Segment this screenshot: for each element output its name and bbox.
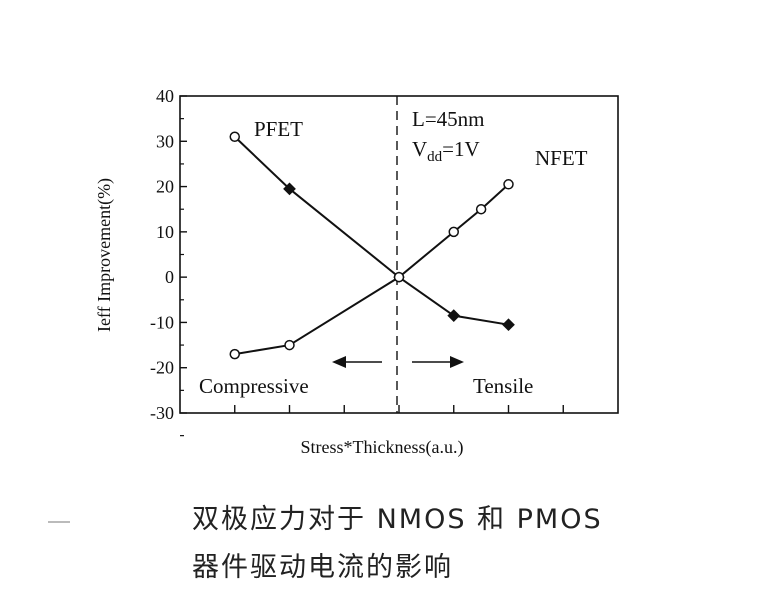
figure-caption-line-1: 双极应力对于 NMOS 和 PMOS xyxy=(192,504,603,535)
series-line-pfet xyxy=(234,136,509,326)
y-tick-label: -10 xyxy=(150,312,174,332)
vdd-annotation: Vdd=1V xyxy=(412,137,480,165)
data-point-pfet xyxy=(229,131,240,143)
data-point-pfet xyxy=(447,309,461,322)
data-point-nfet xyxy=(448,226,459,238)
y-tick-label: -20 xyxy=(150,358,174,378)
tensile-label: Tensile xyxy=(473,374,533,398)
data-point-nfet xyxy=(284,339,295,351)
y-tick-label: 30 xyxy=(156,131,174,151)
data-point-nfet xyxy=(503,179,514,190)
data-point-nfet xyxy=(475,203,487,215)
x-axis-ticks xyxy=(234,405,564,413)
x-axis-title: Stress*Thickness(a.u.) xyxy=(301,437,464,458)
y-tick-label: -30 xyxy=(150,403,174,423)
y-tick-label: 0 xyxy=(165,267,174,287)
y-axis-title: Ieff Improvement(%) xyxy=(94,178,115,332)
y-tick-label: 40 xyxy=(156,86,174,106)
series-lines xyxy=(234,136,510,356)
compressive-label: Compressive xyxy=(199,374,309,398)
compressive-arrow-head xyxy=(332,356,346,368)
plot-frame xyxy=(179,95,619,414)
scan-mark xyxy=(48,521,70,523)
tensile-arrow-head xyxy=(450,356,464,368)
series-points xyxy=(229,131,515,360)
data-point-nfet xyxy=(393,271,405,283)
y-tick-label: 10 xyxy=(156,222,174,242)
series-label-nfet: NFET xyxy=(535,146,588,170)
series-label-pfet: PFET xyxy=(254,117,303,141)
length-annotation: L=45nm xyxy=(412,107,485,131)
series-line-nfet xyxy=(234,183,510,356)
y-tick-label: 20 xyxy=(156,177,174,197)
figure-caption-line-2: 器件驱动电流的影响 xyxy=(192,552,453,583)
y-axis-ticks: 40 30 20 10 0 -10 -20 -30 xyxy=(150,86,187,437)
data-point-pfet xyxy=(502,318,515,332)
data-point-nfet xyxy=(229,348,240,360)
data-point-pfet xyxy=(283,182,296,196)
